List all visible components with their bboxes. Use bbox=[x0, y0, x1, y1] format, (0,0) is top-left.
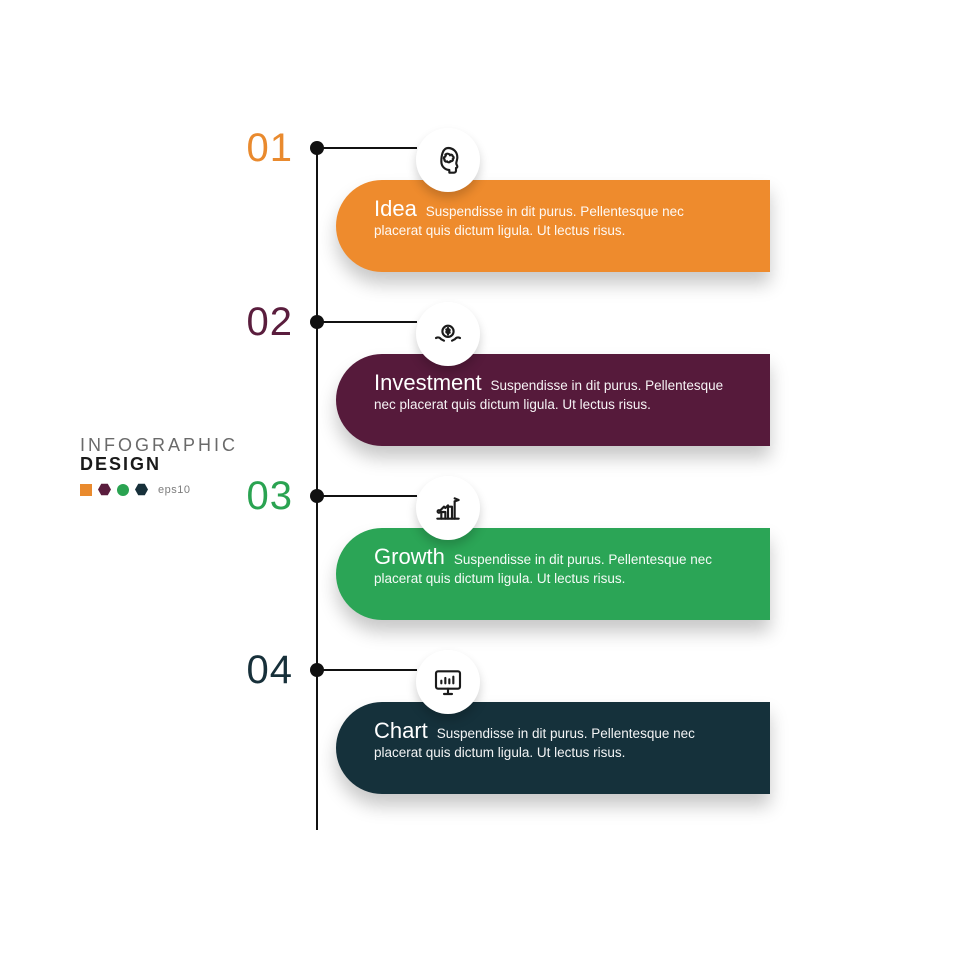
climb-flag-icon bbox=[416, 476, 480, 540]
step-body: Suspendisse in dit purus. Pellentesque n… bbox=[374, 204, 684, 238]
infographic-stage: INFOGRAPHIC DESIGN eps10 01 Idea Suspendi… bbox=[0, 0, 980, 980]
brand-line2: DESIGN bbox=[80, 454, 240, 475]
step-number: 01 bbox=[218, 126, 293, 171]
brand-shape-circle-icon bbox=[117, 484, 129, 496]
step-pill: Growth Suspendisse in dit purus. Pellent… bbox=[336, 528, 770, 620]
brand-block: INFOGRAPHIC DESIGN eps10 bbox=[80, 435, 240, 496]
step-title: Chart bbox=[374, 718, 428, 743]
step-title: Idea bbox=[374, 196, 417, 221]
timeline-connector bbox=[317, 495, 417, 497]
monitor-chart-icon bbox=[416, 650, 480, 714]
money-hands-icon bbox=[416, 302, 480, 366]
timeline-connector bbox=[317, 147, 417, 149]
brand-shapes: eps10 bbox=[80, 483, 240, 496]
brand-line1: INFOGRAPHIC bbox=[80, 435, 240, 456]
step-pill: Idea Suspendisse in dit purus. Pellentes… bbox=[336, 180, 770, 272]
brand-shape-square-icon bbox=[80, 484, 92, 496]
timeline-connector bbox=[317, 669, 417, 671]
step-pill: Investment Suspendisse in dit purus. Pel… bbox=[336, 354, 770, 446]
brand-eps-label: eps10 bbox=[158, 484, 190, 496]
brain-head-icon bbox=[416, 128, 480, 192]
brand-shape-hexagon-icon bbox=[98, 483, 111, 496]
step-number: 03 bbox=[218, 474, 293, 519]
brand-shape-hexagon2-icon bbox=[135, 483, 148, 496]
step-pill: Chart Suspendisse in dit purus. Pellente… bbox=[336, 702, 770, 794]
timeline-axis bbox=[316, 142, 318, 830]
step-title: Investment bbox=[374, 370, 482, 395]
timeline-connector bbox=[317, 321, 417, 323]
step-title: Growth bbox=[374, 544, 445, 569]
step-number: 04 bbox=[218, 648, 293, 693]
step-number: 02 bbox=[218, 300, 293, 345]
